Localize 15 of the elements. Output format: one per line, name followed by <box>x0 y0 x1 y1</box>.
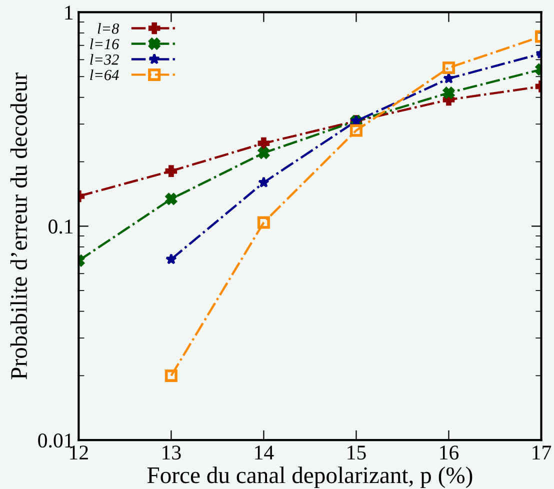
x-tick-label: 14 <box>255 446 274 460</box>
y-axis-title: Probabilite d’erreur du decodeur <box>10 72 27 380</box>
y-tick-label: 1 <box>65 6 73 20</box>
legend-label: l=32 <box>90 54 119 65</box>
legend-label: l=16 <box>90 38 120 50</box>
x-tick-label: 17 <box>532 446 552 460</box>
x-tick-label: 13 <box>162 446 181 460</box>
y-tick-label: 0.01 <box>38 433 73 448</box>
legend-label: l=8 <box>98 23 120 34</box>
x-tick-label: 16 <box>440 446 459 460</box>
x-tick-label: 12 <box>70 446 88 460</box>
x-axis-title: Force du canal depolarizant, p (%) <box>147 466 472 488</box>
x-tick-label: 15 <box>348 446 366 460</box>
y-tick-label: 0.1 <box>48 220 73 234</box>
legend-label: l=64 <box>90 69 119 80</box>
